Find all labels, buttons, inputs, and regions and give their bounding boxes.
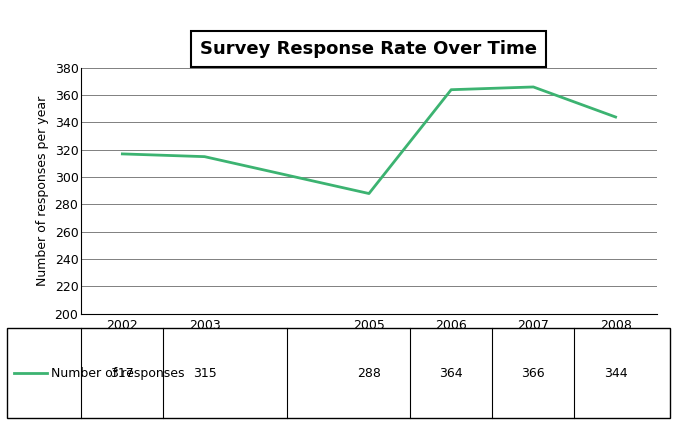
Text: 364: 364 <box>439 367 463 379</box>
Text: Number of responses: Number of responses <box>51 367 184 379</box>
Text: 317: 317 <box>110 367 134 379</box>
Title: Survey Response Rate Over Time: Survey Response Rate Over Time <box>200 40 538 58</box>
Y-axis label: Number of responses per year: Number of responses per year <box>36 96 49 286</box>
Text: 344: 344 <box>604 367 628 379</box>
Text: 288: 288 <box>357 367 381 379</box>
Text: 315: 315 <box>193 367 217 379</box>
Text: 366: 366 <box>521 367 545 379</box>
